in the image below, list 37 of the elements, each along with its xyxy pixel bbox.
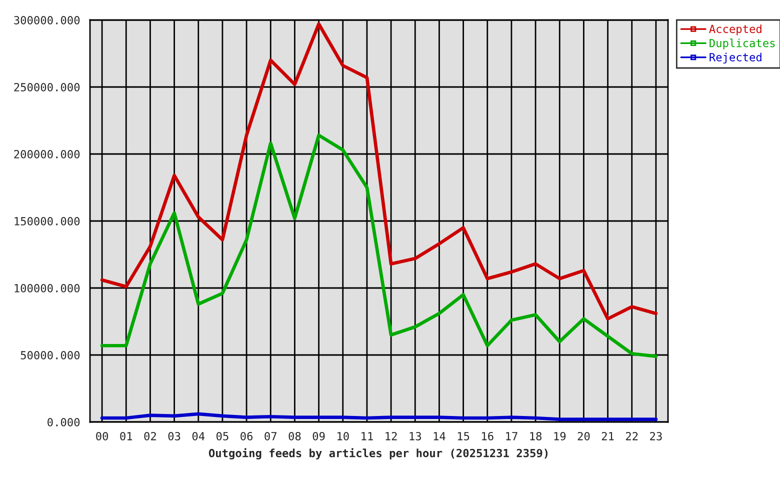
x-tick-label: 14 [434, 432, 446, 440]
x-tick-label: 23 [650, 432, 662, 440]
y-tick-label: 0.000 [48, 418, 80, 426]
y-tick-label: 200000.000 [14, 150, 80, 158]
x-tick-label: 10 [338, 432, 349, 440]
x-tick-label: 11 [362, 432, 373, 440]
x-tick-label: 17 [506, 432, 518, 440]
x-tick-label: 21 [602, 432, 614, 440]
legend-label: Accepted [709, 24, 762, 36]
x-tick-label: 22 [626, 432, 638, 440]
x-tick-label: 16 [482, 432, 494, 440]
y-tick-label: 150000.000 [14, 217, 80, 226]
x-tick-label: 03 [168, 432, 180, 440]
x-tick-label: 06 [240, 432, 253, 440]
x-tick-label: 13 [410, 432, 421, 440]
x-tick-label: 19 [554, 432, 566, 440]
y-tick-label: 50000.000 [20, 351, 80, 360]
x-tick-label: 20 [578, 432, 590, 440]
line-series [100, 22, 658, 320]
y-tick-label: 250000.000 [14, 83, 80, 92]
x-tick-label: 04 [192, 432, 205, 440]
x-tick-label: 01 [120, 432, 132, 440]
x-tick-label: 08 [288, 432, 301, 440]
x-tick-label: 07 [264, 432, 276, 440]
x-tick-label: 15 [458, 432, 470, 440]
y-tick-label: 100000.000 [14, 284, 80, 292]
x-tick-label: 02 [144, 432, 156, 440]
x-axis-title: Outgoing feeds by articles per hour (20251231 2359) [208, 448, 548, 460]
legend-label: Duplicates [710, 38, 775, 50]
x-tick-label: 05 [216, 432, 228, 440]
line-series [100, 134, 658, 358]
legend-label: Rejected [710, 52, 762, 64]
x-tick-label: 18 [530, 432, 542, 440]
x-tick-label: 00 [96, 432, 108, 440]
y-tick-label: 300000.000 [14, 16, 80, 24]
x-tick-label: 09 [312, 432, 325, 440]
x-tick-label: 12 [386, 432, 397, 440]
